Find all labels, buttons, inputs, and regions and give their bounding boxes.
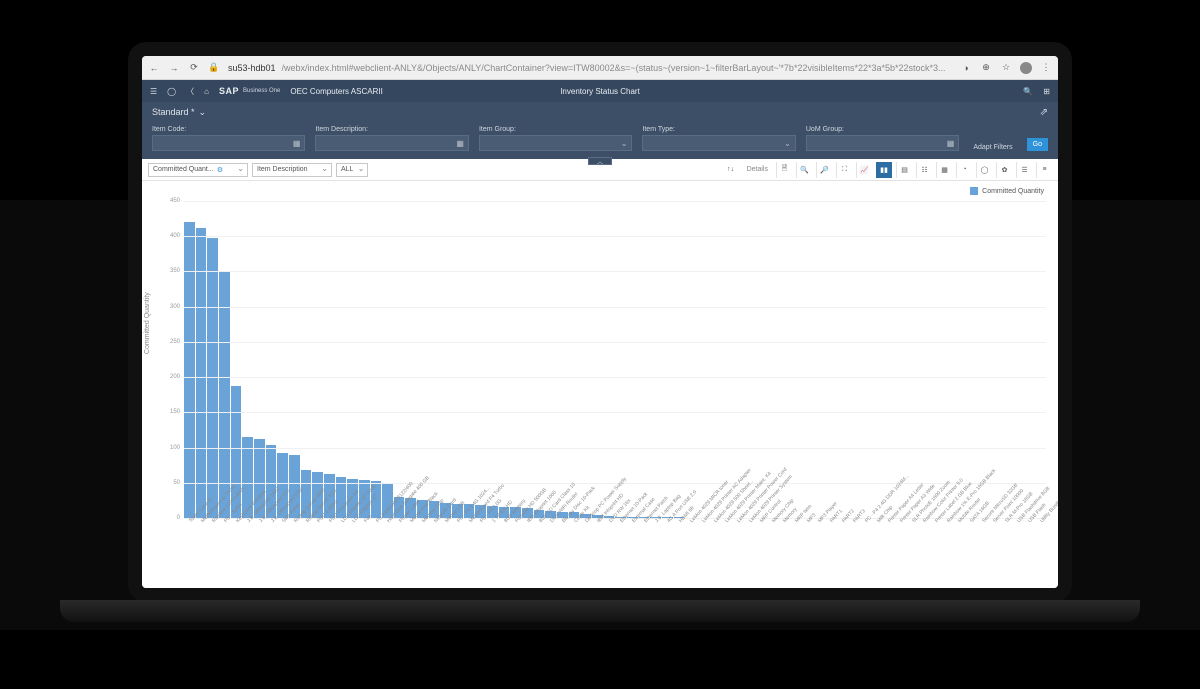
variant-selector[interactable]: Standard * ⌄ xyxy=(152,107,206,118)
y-tick: 100 xyxy=(162,445,180,451)
filter-label-group: Item Group: xyxy=(479,126,632,133)
filter-label-uom: UoM Group: xyxy=(806,126,959,133)
filter-bar: Item Code: ▦ Item Description: ▦ Item Gr… xyxy=(142,122,1058,159)
legend-label: Committed Quantity xyxy=(982,188,1044,195)
variant-label: Standard * xyxy=(152,107,195,117)
variant-bar: Standard * ⌄ ⇗ xyxy=(142,102,1058,122)
filter-input-desc[interactable]: ▦ xyxy=(315,135,468,151)
chart-bars xyxy=(184,201,1046,518)
zoom-in-icon[interactable]: 🔍 xyxy=(796,162,812,178)
url-host: su53-hdb01 xyxy=(228,63,276,73)
y-tick: 400 xyxy=(162,233,180,239)
star-icon[interactable]: ☆ xyxy=(1000,62,1012,73)
y-tick: 300 xyxy=(162,304,180,310)
page-title: Inventory Status Chart xyxy=(560,87,640,96)
settings-icon[interactable]: ✿ xyxy=(996,162,1012,178)
list-icon[interactable]: ≡ xyxy=(1036,162,1052,178)
url-path: /webx/index.html#webclient-ANLY&/Objects… xyxy=(282,63,946,73)
collapse-filter-icon[interactable]: ︿ xyxy=(588,157,612,165)
chart-bar[interactable] xyxy=(219,271,230,518)
company-name: OEC Computers ASCARII xyxy=(290,87,382,96)
sap-sublogo: Business One xyxy=(243,88,280,94)
measure-select[interactable]: Committed Quant... ⚙ xyxy=(148,163,248,177)
chart-plot: 050100150200250300350400450 xyxy=(184,201,1046,518)
user-icon[interactable]: ◯ xyxy=(167,87,176,96)
filter-label-type: Item Type: xyxy=(642,126,795,133)
url-bar[interactable]: su53-hdb01 /webx/index.html#webclient-AN… xyxy=(228,63,952,73)
home-icon[interactable]: ⌂ xyxy=(204,87,209,96)
forward-icon[interactable]: → xyxy=(168,63,180,73)
share-icon[interactable]: ⇗ xyxy=(1040,107,1048,118)
menu-icon[interactable]: ☰ xyxy=(150,87,157,96)
y-axis-label: Committed Quantity xyxy=(144,292,151,354)
line-chart-icon[interactable]: 📈 xyxy=(856,162,872,178)
stacked-chart-icon[interactable]: ☷ xyxy=(916,162,932,178)
zoom-icon[interactable]: ⊕ xyxy=(980,62,992,73)
back-icon[interactable]: ← xyxy=(148,63,160,73)
measure-value: Committed Quant... xyxy=(153,166,214,173)
y-tick: 0 xyxy=(162,515,180,521)
zoom-out-icon[interactable]: 🔎 xyxy=(816,162,832,178)
filter-input-uom[interactable]: ▦ xyxy=(806,135,959,151)
reload-icon[interactable]: ⟳ xyxy=(188,62,200,73)
chevron-down-icon[interactable]: ⌄ xyxy=(784,139,791,148)
browser-chrome: ← → ⟳ 🔒 su53-hdb01 /webx/index.html#webc… xyxy=(142,56,1058,80)
x-axis-labels: Tower Case w...Motherboard w/ TurboRainb… xyxy=(184,520,1046,586)
value-help-icon[interactable]: ▦ xyxy=(947,139,955,148)
y-tick: 150 xyxy=(162,409,180,415)
filter-input-code[interactable]: ▦ xyxy=(152,135,305,151)
scope-value: ALL xyxy=(341,166,353,173)
legend-swatch xyxy=(970,187,978,195)
filter-input-group[interactable]: ⌄ xyxy=(479,135,632,151)
dimension-value: Item Description xyxy=(257,166,308,173)
adapt-filters-link[interactable]: Adapt Filters xyxy=(969,144,1016,151)
stacked2-chart-icon[interactable]: ▦ xyxy=(936,162,952,178)
pie-chart-icon[interactable]: ◔ xyxy=(956,162,972,178)
value-help-icon[interactable]: ▦ xyxy=(293,139,301,148)
y-tick: 250 xyxy=(162,339,180,345)
fullscreen-icon[interactable]: ⛶ xyxy=(836,162,852,178)
hbar-chart-icon[interactable]: ▤ xyxy=(896,162,912,178)
y-tick: 200 xyxy=(162,374,180,380)
gear-icon[interactable]: ⚙ xyxy=(217,166,223,174)
search-icon[interactable]: 🔍 xyxy=(1023,87,1033,96)
profile-icon[interactable] xyxy=(1020,62,1032,74)
lock-icon: 🔒 xyxy=(208,62,220,73)
details-link[interactable]: Details xyxy=(743,166,772,173)
nav-back-icon[interactable]: 〈 xyxy=(186,86,194,97)
y-tick: 350 xyxy=(162,268,180,274)
sap-logo: SAP xyxy=(219,86,239,96)
filter-input-type[interactable]: ⌄ xyxy=(642,135,795,151)
kebab-icon[interactable]: ⋮ xyxy=(1040,62,1052,73)
chevron-down-icon[interactable]: ⌄ xyxy=(621,139,628,148)
filter-label-code: Item Code: xyxy=(152,126,305,133)
dimension-select[interactable]: Item Description xyxy=(252,163,332,177)
incognito-icon[interactable]: ◑ xyxy=(960,63,972,73)
sort-icon[interactable]: ↑↓ xyxy=(723,162,739,178)
filter-label-desc: Item Description: xyxy=(315,126,468,133)
y-tick: 50 xyxy=(162,480,180,486)
y-tick: 450 xyxy=(162,198,180,204)
bar-chart-icon[interactable]: ▮▮ xyxy=(876,162,892,178)
value-help-icon[interactable]: ▦ xyxy=(456,139,464,148)
scope-select[interactable]: ALL xyxy=(336,163,368,177)
chart-area: Committed Quantity Committed Quantity 05… xyxy=(142,181,1058,588)
donut-chart-icon[interactable]: ◯ xyxy=(976,162,992,178)
laptop-base xyxy=(60,600,1140,622)
app-header: ☰ ◯ 〈 ⌂ SAP Business One OEC Computers A… xyxy=(142,80,1058,102)
chart-bar[interactable] xyxy=(184,222,195,518)
layout-icon[interactable]: ⊞ xyxy=(1043,87,1050,96)
legend: Committed Quantity xyxy=(970,187,1044,195)
doc-icon[interactable]: 🗎 xyxy=(776,162,792,178)
chevron-down-icon: ⌄ xyxy=(199,107,207,118)
go-button[interactable]: Go xyxy=(1027,138,1048,151)
table-icon[interactable]: ☰ xyxy=(1016,162,1032,178)
